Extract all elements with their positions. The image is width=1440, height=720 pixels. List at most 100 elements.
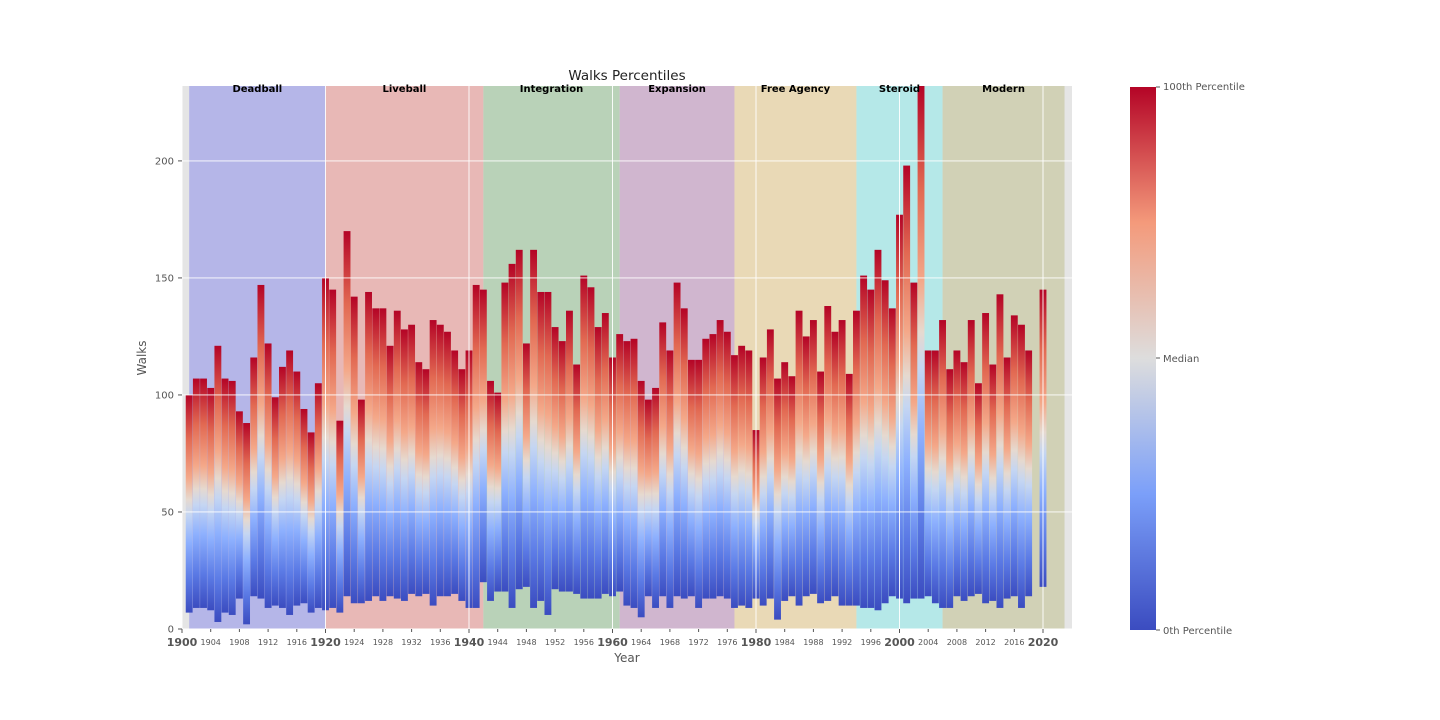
year-bar-1958	[594, 327, 602, 599]
y-tick-label: 150	[155, 273, 174, 284]
y-tick-label: 50	[161, 507, 174, 518]
year-bar-1993	[845, 373, 853, 606]
y-tick-label: 200	[155, 156, 174, 167]
year-bar-1945	[501, 282, 509, 592]
year-bar-1901	[185, 394, 193, 613]
era-label-steroid: Steroid	[879, 84, 920, 95]
x-tick-label-minor: 1964	[631, 638, 651, 647]
x-tick-label-major: 2020	[1028, 636, 1059, 649]
year-bar-1915	[286, 350, 294, 615]
year-bar-1935	[429, 320, 437, 606]
year-bar-1990	[824, 306, 832, 601]
era-label-integration: Integration	[520, 84, 583, 95]
year-bar-2006	[939, 320, 946, 608]
era-label-liveball: Liveball	[382, 84, 426, 95]
year-bar-1928	[379, 308, 387, 601]
year-bar-2017	[1018, 324, 1025, 608]
year-bar-1934	[422, 369, 430, 594]
year-bar-1951	[544, 291, 552, 615]
x-tick-label-minor: 1968	[660, 638, 680, 647]
year-bar-2001	[903, 165, 911, 604]
year-bar-1999	[888, 308, 896, 597]
year-bar-2003	[917, 86, 925, 599]
year-bar-1912	[264, 343, 272, 608]
year-bar-2015	[1003, 357, 1011, 599]
x-axis-ticks: 1900 1920 1940 1960 1980 2000 2020 1904 1908 1912…	[167, 629, 1059, 649]
x-tick-label-minor: 1984	[775, 638, 795, 647]
year-bar-2014	[996, 294, 1004, 608]
year-bar-1932	[408, 324, 416, 594]
year-bar-1917	[300, 408, 308, 604]
year-bar-1908	[235, 411, 243, 599]
year-bar-1926	[365, 291, 372, 601]
x-tick-label-minor: 2008	[947, 638, 967, 647]
x-tick-label-minor: 1904	[201, 638, 221, 647]
x-tick-label-minor: 1972	[688, 638, 708, 647]
x-tick-label-minor: 1924	[344, 638, 364, 647]
year-bar-1919	[314, 383, 322, 608]
x-tick-label-major: 1920	[310, 636, 341, 649]
year-bar-1949	[530, 249, 538, 608]
x-axis-label: Year	[613, 651, 639, 665]
year-bar-1902	[192, 378, 200, 608]
year-bar-1943	[487, 380, 494, 601]
year-bar-1959	[601, 313, 609, 594]
year-bar-1992	[838, 320, 846, 606]
year-bar-2018	[1025, 350, 1033, 597]
year-bar-1946	[508, 263, 516, 608]
year-bar-1964	[637, 380, 645, 618]
year-bar-1918	[307, 432, 315, 613]
x-tick-label-minor: 1992	[832, 638, 852, 647]
year-bar-1936	[436, 324, 444, 597]
chart-title: Walks Percentiles	[568, 68, 685, 84]
year-bar-1979	[745, 350, 753, 608]
year-bar-2007	[946, 369, 954, 608]
x-tick-label-minor: 1952	[545, 638, 565, 647]
year-bar-1942	[479, 289, 487, 583]
year-bar-1921	[329, 289, 337, 608]
x-tick-label-minor: 1956	[574, 638, 594, 647]
x-tick-label-minor: 1936	[430, 638, 450, 647]
year-bar-1905	[214, 345, 222, 622]
year-bar-1922	[336, 420, 344, 613]
year-bar-1925	[357, 399, 365, 604]
x-tick-label-minor: 1916	[287, 638, 307, 647]
year-bar-1929	[386, 345, 394, 597]
year-bar-1956	[580, 275, 588, 599]
year-bar-1969	[673, 282, 681, 597]
year-bar-1988	[809, 320, 817, 594]
year-bar-1971	[687, 359, 695, 597]
year-bar-1987	[802, 336, 810, 597]
year-bar-1937	[444, 331, 451, 597]
year-bar-1952	[551, 327, 559, 590]
x-tick-label-minor: 1912	[258, 638, 278, 647]
year-bar-1906	[221, 378, 229, 613]
grid-lines	[181, 86, 1072, 630]
x-tick-label-major: 1980	[741, 636, 772, 649]
x-tick-label-minor: 1976	[717, 638, 737, 647]
year-bar-1913	[271, 397, 279, 606]
year-bar-1996	[867, 289, 875, 608]
year-bar-1954	[566, 310, 573, 592]
year-bar-1983	[774, 378, 781, 620]
year-bar-1953	[558, 341, 566, 592]
year-bar-1947	[515, 249, 523, 590]
year-bar-1985	[788, 376, 796, 597]
year-bar-1914	[279, 366, 286, 608]
year-bar-1995	[860, 275, 868, 608]
era-label-modern: Modern	[982, 84, 1025, 95]
year-bar-1963	[630, 338, 638, 608]
year-bar-1966	[652, 387, 659, 608]
year-bar-2010	[967, 320, 975, 597]
year-bar-1962	[623, 341, 631, 606]
year-bar-1972	[695, 359, 703, 608]
era-labels: Deadball Liveball Integration Expansion Free…	[232, 84, 1024, 95]
year-bar-2009	[960, 362, 968, 601]
era-label-expansion: Expansion	[648, 84, 706, 95]
x-tick-label-minor: 1988	[803, 638, 823, 647]
year-bar-1948	[522, 343, 530, 587]
colorbar-label-top: 100th Percentile	[1163, 82, 1245, 93]
year-bar-1910	[250, 357, 258, 597]
year-bar-2005	[931, 350, 939, 604]
year-bar-1907	[228, 380, 236, 615]
